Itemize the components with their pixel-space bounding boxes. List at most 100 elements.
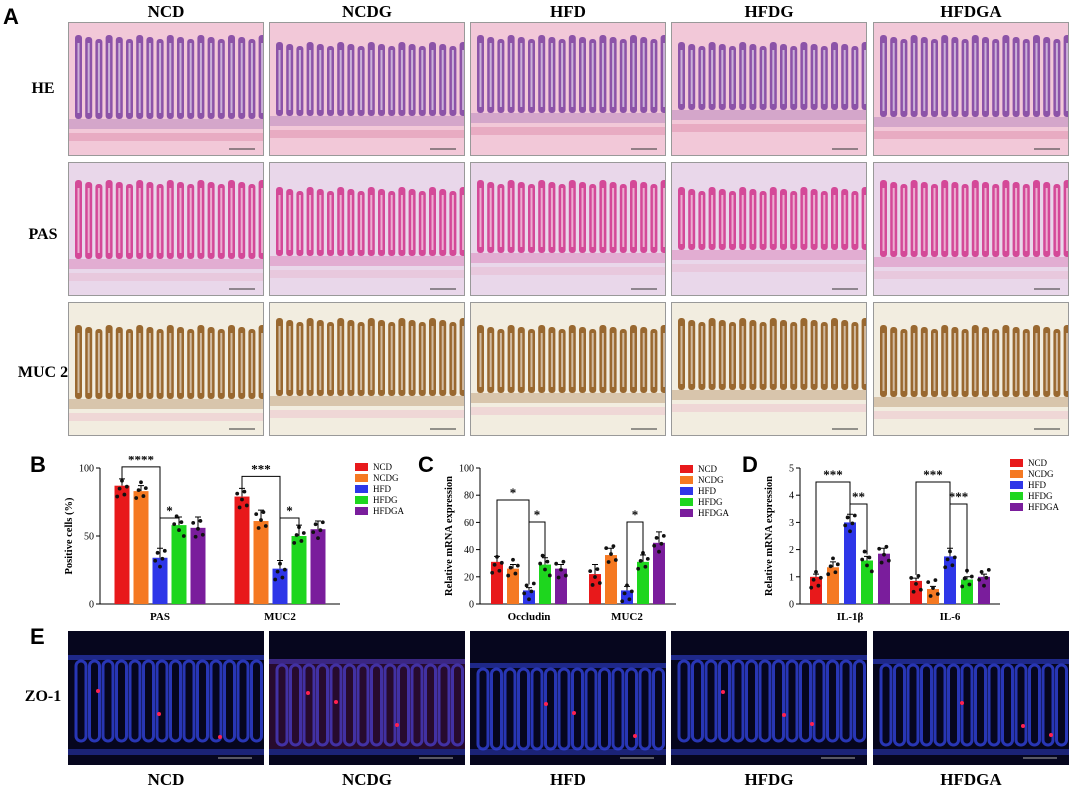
bar-hfd-0 (844, 522, 856, 604)
data-point (160, 556, 165, 561)
y-axis-label: Positive cells (%) (64, 497, 75, 574)
data-point (124, 484, 129, 489)
error-bar (195, 516, 201, 528)
column-header-hfdga: HFDGA (940, 2, 1002, 21)
y-tick-label: 5 (789, 464, 794, 475)
data-point (506, 573, 511, 578)
bar-hfdga-1 (653, 542, 665, 604)
data-point (259, 518, 263, 522)
data-point (174, 514, 179, 519)
data-point (835, 562, 840, 567)
panel-letter-a: A (3, 4, 19, 29)
error-bar (913, 577, 919, 581)
y-tick-label: 0 (789, 600, 794, 611)
data-point (172, 522, 177, 527)
data-point (515, 563, 520, 568)
data-point (139, 480, 143, 485)
column-header-ncdg: NCDG (341, 2, 393, 21)
significance-label: * (286, 503, 293, 518)
significance-label: *** (823, 467, 843, 482)
error-bar (315, 520, 321, 530)
data-point (918, 587, 923, 592)
data-point (141, 494, 146, 498)
y-axis-label: Relative mRNA expression (764, 476, 775, 596)
micrograph-muc2-ncd (68, 302, 264, 436)
data-point (237, 505, 242, 510)
data-point (816, 583, 821, 588)
y-tick-label: 50 (84, 532, 94, 543)
legend-swatch-hfdg (680, 498, 693, 506)
significance-bracket (121, 466, 161, 552)
data-point (931, 586, 935, 590)
micrograph-muc2-hfdg (671, 302, 867, 436)
data-point (852, 513, 857, 518)
micrograph-pas-hfd (470, 162, 666, 296)
micrograph-he-ncdg (269, 22, 465, 156)
data-point (120, 478, 124, 483)
data-point (986, 567, 991, 572)
data-point (627, 597, 632, 602)
data-point (554, 561, 559, 566)
micrograph-he-hfdga (873, 22, 1069, 156)
y-tick-label: 0 (89, 600, 94, 611)
error-bar (526, 587, 532, 591)
data-point (867, 555, 872, 560)
legend-label-hfdg: HFDG (1028, 491, 1053, 501)
legend-label-hfd: HFD (373, 484, 392, 494)
data-point (962, 576, 967, 581)
panel-letter-b: B (30, 452, 46, 477)
bar-ncd-1 (589, 574, 601, 604)
bar-ncdg-0 (133, 491, 149, 604)
data-point (809, 585, 814, 590)
data-point (620, 599, 625, 604)
data-point (136, 488, 141, 493)
bar-hfdg-0 (539, 564, 551, 604)
data-point (828, 564, 833, 569)
data-point (158, 564, 162, 569)
significance-label: *** (949, 489, 969, 504)
data-point (316, 536, 320, 541)
bar-ncd-1 (234, 496, 250, 604)
data-point (499, 560, 504, 565)
micrograph-muc2-hfd (470, 302, 666, 436)
legend-swatch-ncd (355, 463, 368, 471)
data-point (967, 582, 972, 587)
data-point (256, 526, 261, 530)
data-point (595, 567, 600, 572)
bar-ncdg-1 (605, 555, 617, 604)
micrograph-zo1-hfdga (873, 631, 1069, 765)
data-point (522, 591, 527, 596)
data-point (622, 591, 627, 596)
data-point (590, 583, 595, 587)
data-point (244, 503, 249, 508)
data-point (313, 522, 318, 527)
bar-hfdg-0 (171, 525, 187, 604)
data-point (559, 567, 563, 572)
data-point (865, 563, 869, 568)
data-point (916, 574, 921, 578)
data-point (200, 532, 205, 537)
bar-hfdga-1 (310, 529, 326, 604)
data-point (654, 535, 659, 540)
bottom-label-ncd: NCD (147, 770, 185, 789)
legend-label-hfd: HFD (1028, 480, 1047, 490)
bar-ncdg-0 (827, 567, 839, 604)
x-tick-label: Occludin (508, 611, 551, 623)
data-point (661, 533, 666, 538)
legend-label-hfdga: HFDGA (698, 508, 730, 518)
error-bar (981, 573, 987, 577)
column-header-hfd: HFD (550, 2, 586, 21)
bar-ncd-0 (114, 485, 130, 604)
data-point (301, 531, 306, 535)
significance-bracket (159, 517, 180, 552)
legend-swatch-ncdg (355, 474, 368, 482)
legend-swatch-hfdga (355, 507, 368, 515)
data-point (652, 543, 657, 548)
data-point (979, 569, 984, 574)
data-point (928, 594, 933, 598)
data-point (538, 561, 543, 566)
data-point (860, 557, 865, 562)
x-tick-label: PAS (150, 611, 170, 623)
bar-hfdg-1 (291, 536, 307, 604)
bar-ncdg-1 (253, 521, 269, 604)
